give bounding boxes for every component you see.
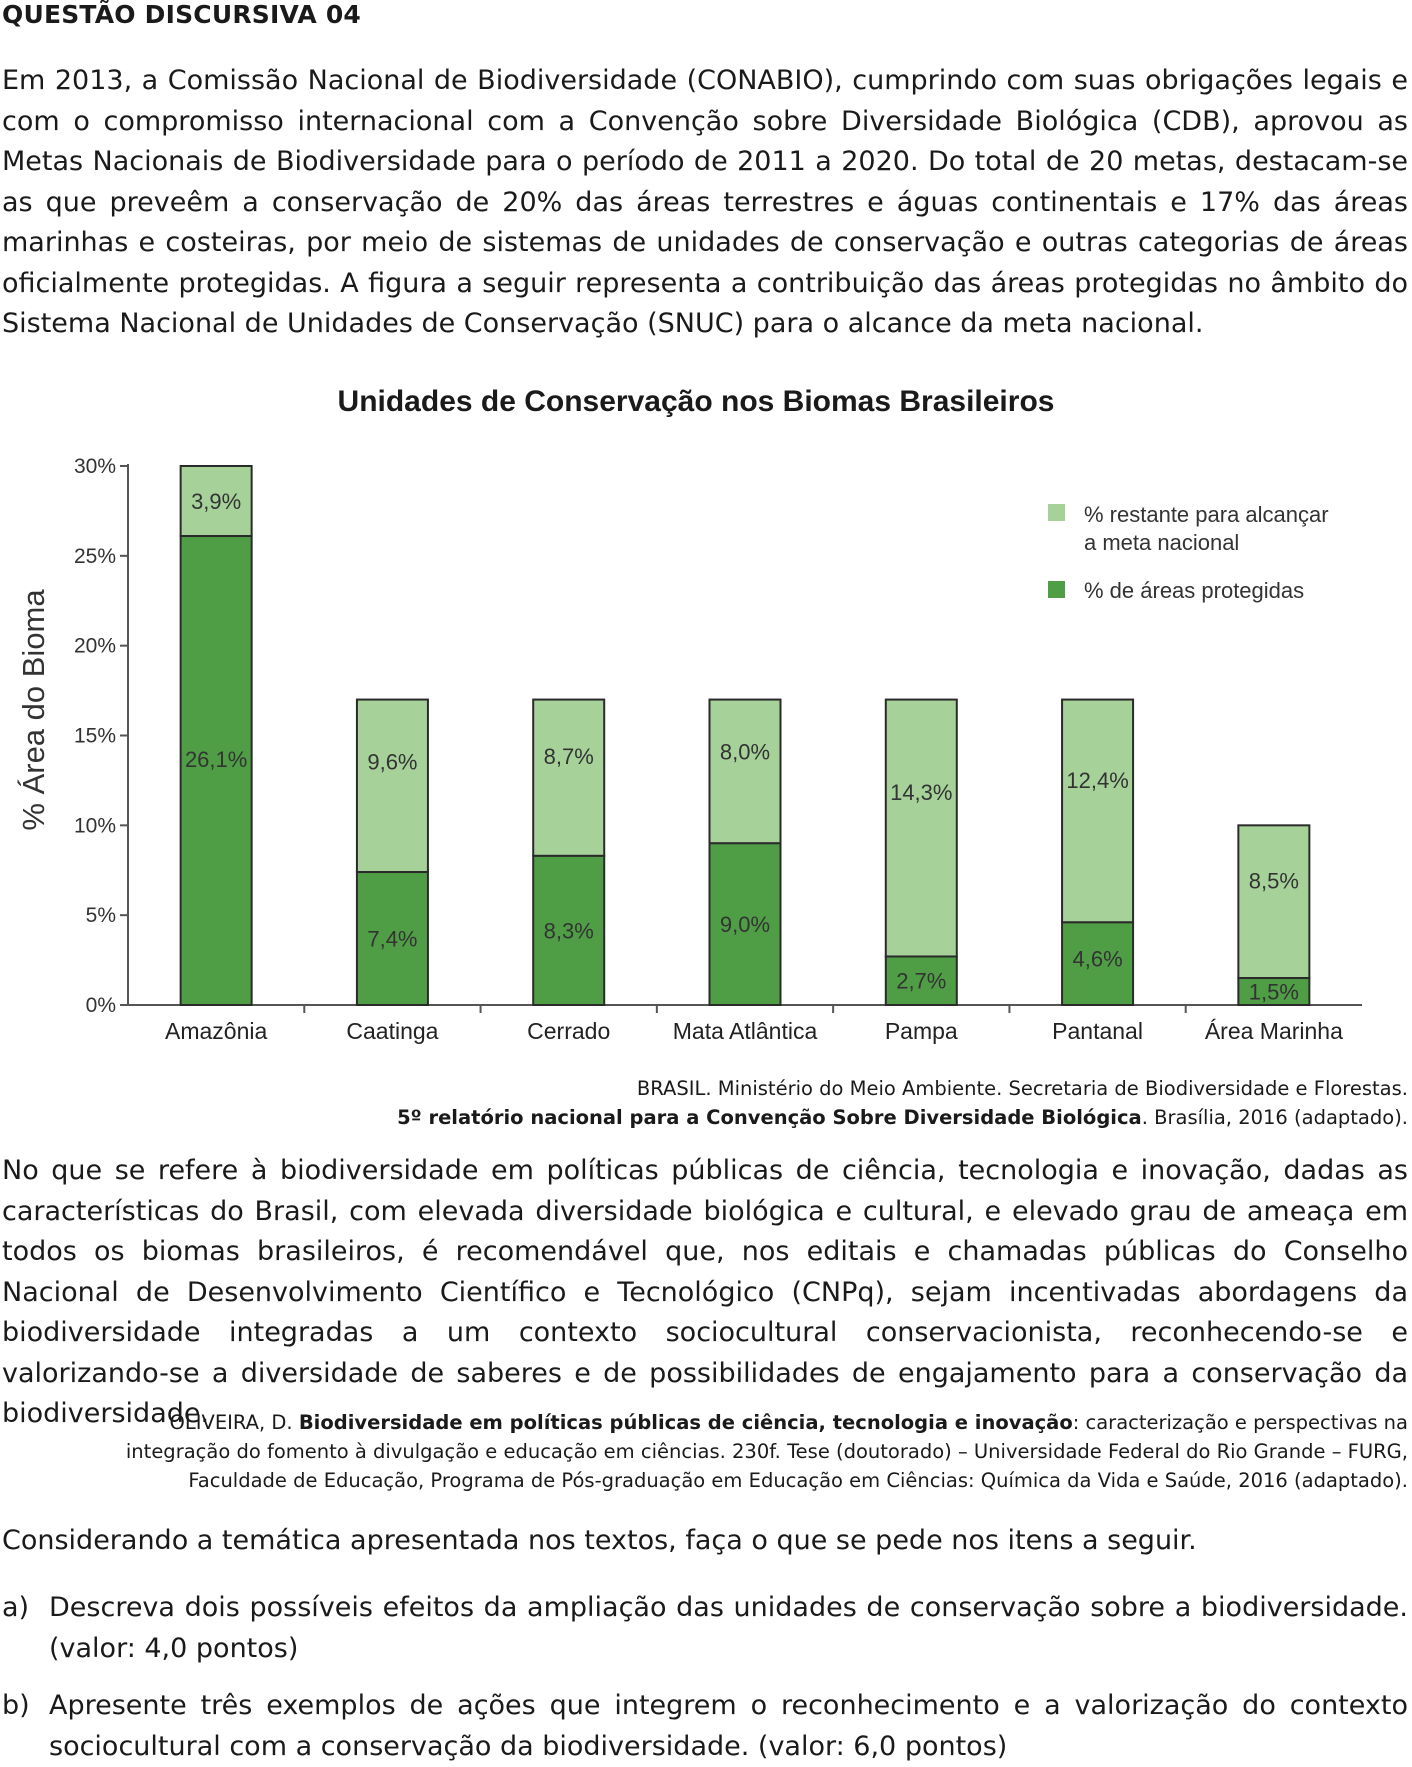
data-label-protected: 2,7% — [896, 969, 946, 994]
legend-label-remaining: a meta nacional — [1084, 530, 1239, 555]
task-prompt: Considerando a temática apresentada nos … — [2, 1525, 1197, 1556]
bar-protected — [884, 955, 958, 1006]
bar-remaining — [1237, 824, 1311, 980]
item-text: Apresente três exemplos de ações que int… — [49, 1690, 1408, 1762]
y-tick-label: 0% — [86, 994, 116, 1017]
bar-remaining — [708, 698, 782, 845]
item-marker: b) — [2, 1690, 30, 1721]
data-label-remaining: 8,5% — [1249, 868, 1299, 893]
chart-source-citation: BRASIL. Ministério do Meio Ambiente. Sec… — [308, 1074, 1408, 1132]
y-tick-label: 20% — [74, 635, 116, 658]
data-label-remaining: 3,9% — [191, 489, 241, 514]
legend-swatch-remaining — [1048, 504, 1065, 521]
legend-swatch-protected — [1048, 581, 1065, 598]
citation-line: 5º relatório nacional para a Convenção S… — [308, 1103, 1408, 1132]
bar-remaining — [532, 698, 606, 857]
data-label-remaining: 14,3% — [890, 780, 952, 805]
bar-protected — [708, 842, 782, 1006]
bar-protected — [355, 871, 429, 1006]
citation-rest: . Brasília, 2016 (adaptado). — [1141, 1106, 1408, 1129]
citation-rest: : caracterização e perspectivas na integ… — [125, 1411, 1408, 1492]
y-axis-label: % Área do Bioma — [16, 589, 51, 831]
data-label-remaining: 12,4% — [1066, 768, 1128, 793]
data-label-protected: 4,6% — [1072, 946, 1122, 971]
question-heading: QUESTÃO DISCURSIVA 04 — [2, 0, 362, 29]
y-tick-label: 30% — [74, 455, 116, 478]
y-tick-label: 15% — [74, 725, 116, 748]
x-category-label: Amazônia — [165, 1018, 267, 1044]
data-label-protected: 1,5% — [1249, 980, 1299, 1005]
intro-paragraph: Em 2013, a Comissão Nacional de Biodiver… — [2, 65, 1408, 339]
bar-protected — [532, 854, 606, 1007]
x-category-label: Área Marinha — [1205, 1018, 1343, 1044]
y-tick-label: 10% — [74, 814, 116, 837]
bar-protected — [1237, 977, 1311, 1006]
data-label-remaining: 8,7% — [544, 744, 594, 769]
citation-title: 5º relatório nacional para a Convenção S… — [397, 1106, 1142, 1129]
citation-line: BRASIL. Ministério do Meio Ambiente. Sec… — [636, 1077, 1408, 1100]
data-label-protected: 9,0% — [720, 912, 770, 937]
body-paragraph: No que se refere à biodiversidade em pol… — [2, 1155, 1408, 1429]
data-label-protected: 7,4% — [367, 927, 417, 952]
conservation-units-chart: Unidades de Conservação nos Biomas Brasi… — [16, 385, 1362, 1044]
legend-label-protected: % de áreas protegidas — [1084, 578, 1304, 603]
x-category-label: Cerrado — [527, 1018, 610, 1044]
bar-remaining — [179, 465, 253, 538]
data-label-remaining: 9,6% — [367, 750, 417, 775]
data-label-protected: 26,1% — [185, 747, 247, 772]
data-label-remaining: 8,0% — [720, 739, 770, 764]
bar-remaining — [884, 698, 958, 958]
x-category-label: Mata Atlântica — [673, 1018, 818, 1044]
bar-remaining — [1061, 698, 1135, 924]
bar-remaining — [355, 698, 429, 874]
x-category-label: Pantanal — [1052, 1018, 1143, 1044]
y-tick-label: 5% — [86, 904, 116, 927]
y-tick-label: 25% — [74, 545, 116, 568]
legend-label-remaining: % restante para alcançar — [1084, 502, 1329, 527]
thesis-citation: OLIVEIRA, D. Biodiversidade em políticas… — [70, 1408, 1408, 1495]
bar-protected — [1061, 921, 1135, 1006]
x-category-label: Pampa — [885, 1018, 958, 1044]
citation-title: Biodiversidade em políticas públicas de … — [298, 1411, 1073, 1434]
item-text: Descreva dois possíveis efeitos da ampli… — [49, 1592, 1408, 1664]
x-category-label: Caatinga — [346, 1018, 438, 1044]
citation-author: OLIVEIRA, D. — [169, 1411, 299, 1434]
bar-protected — [179, 535, 253, 1006]
data-label-protected: 8,3% — [544, 918, 594, 943]
chart-title: Unidades de Conservação nos Biomas Brasi… — [338, 385, 1055, 418]
item-marker: a) — [2, 1592, 30, 1623]
